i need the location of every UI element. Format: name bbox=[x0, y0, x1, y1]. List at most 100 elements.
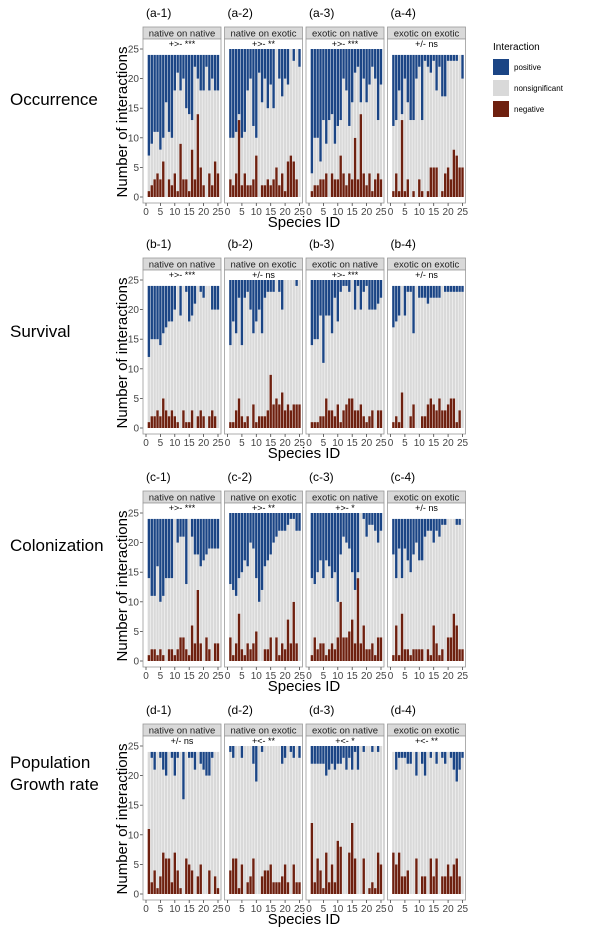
facet-strip-label: native on exotic bbox=[230, 726, 296, 737]
bar-nonsignificant bbox=[330, 333, 334, 411]
bar-nonsignificant bbox=[359, 309, 363, 405]
bar-nonsignificant bbox=[353, 751, 357, 859]
bar-nonsignificant bbox=[272, 108, 275, 180]
bar-positive bbox=[188, 751, 191, 758]
bar-nonsignificant bbox=[429, 72, 433, 168]
significance-label: +>- *** bbox=[169, 270, 196, 280]
plot-area bbox=[387, 269, 466, 435]
x-tick-label: 0 bbox=[388, 904, 394, 915]
row-2: Colonization Number of interactions051015… bbox=[10, 470, 468, 695]
bar-positive bbox=[429, 751, 433, 758]
bar-negative bbox=[310, 422, 314, 428]
bar-nonsignificant bbox=[362, 751, 365, 859]
bar-nonsignificant bbox=[368, 524, 371, 650]
bar-negative bbox=[196, 416, 200, 428]
bar-negative bbox=[420, 416, 424, 428]
bar-negative bbox=[162, 852, 165, 894]
x-tick-label: 15 bbox=[184, 438, 196, 449]
bar-nonsignificant bbox=[412, 120, 415, 192]
bar-positive bbox=[243, 49, 246, 132]
bar-positive bbox=[164, 285, 168, 328]
panel-a-4: (a-4) exotic on exotic+/- ns 0 5 10 15 20 25 bbox=[387, 6, 468, 218]
bar-negative bbox=[269, 864, 272, 894]
bar-nonsignificant bbox=[286, 84, 290, 162]
bar-nonsignificant bbox=[432, 542, 435, 626]
bar-nonsignificant bbox=[255, 137, 258, 156]
x-axis-title: Species ID bbox=[268, 214, 341, 231]
bar-positive bbox=[333, 49, 337, 144]
bar-positive bbox=[392, 54, 395, 126]
bar-nonsignificant bbox=[208, 90, 211, 174]
bar-negative bbox=[392, 422, 395, 428]
bar-negative bbox=[458, 876, 461, 894]
bar-positive bbox=[173, 751, 176, 776]
bar-negative bbox=[283, 649, 287, 661]
bar-nonsignificant bbox=[249, 78, 252, 186]
bar-negative bbox=[196, 876, 200, 894]
y-tick-label: 15 bbox=[128, 335, 140, 346]
bar-positive bbox=[409, 285, 412, 292]
y-tick-label: 5 bbox=[133, 860, 139, 871]
bar-negative bbox=[190, 870, 194, 894]
bar-positive bbox=[353, 746, 357, 752]
bar-nonsignificant bbox=[283, 78, 287, 192]
bar-negative bbox=[458, 410, 461, 428]
bar-nonsignificant bbox=[232, 589, 235, 656]
bar-nonsignificant bbox=[446, 291, 450, 405]
bar-negative bbox=[330, 864, 334, 894]
bar-positive bbox=[310, 280, 314, 346]
bar-negative bbox=[289, 643, 293, 661]
x-tick-label: 5 bbox=[402, 438, 408, 449]
bar-positive bbox=[368, 280, 371, 310]
bar-nonsignificant bbox=[289, 280, 293, 411]
bar-positive bbox=[289, 746, 293, 752]
bar-negative bbox=[420, 191, 424, 197]
bar-positive bbox=[211, 751, 214, 758]
bar-negative bbox=[232, 422, 235, 428]
bar-positive bbox=[237, 513, 241, 579]
bar-positive bbox=[153, 518, 156, 596]
bar-nonsignificant bbox=[325, 315, 328, 399]
bar-negative bbox=[205, 637, 208, 661]
bar-negative bbox=[243, 655, 246, 661]
bar-negative bbox=[359, 114, 363, 197]
bar-positive bbox=[359, 280, 363, 310]
bar-negative bbox=[452, 149, 456, 197]
bar-nonsignificant bbox=[310, 345, 314, 423]
bar-negative bbox=[426, 191, 430, 197]
panel-id: (a-3) bbox=[309, 6, 334, 20]
bar-negative bbox=[237, 120, 241, 197]
bar-negative bbox=[213, 643, 217, 661]
x-tick-label: 10 bbox=[332, 671, 344, 682]
bar-nonsignificant bbox=[336, 321, 339, 405]
bar-positive bbox=[255, 746, 258, 782]
y-axis-title: Number of interactions bbox=[114, 47, 131, 198]
bar-negative bbox=[333, 416, 337, 428]
bar-nonsignificant bbox=[446, 751, 450, 865]
y-tick-label: 15 bbox=[128, 568, 140, 579]
bar-nonsignificant bbox=[232, 321, 235, 423]
bar-positive bbox=[167, 285, 171, 322]
bar-negative bbox=[199, 167, 202, 197]
bar-negative bbox=[246, 185, 249, 197]
bar-negative bbox=[353, 137, 357, 197]
x-tick-label: 10 bbox=[332, 904, 344, 915]
bar-nonsignificant bbox=[313, 137, 316, 186]
bar-positive bbox=[458, 285, 461, 292]
bar-nonsignificant bbox=[150, 757, 153, 883]
bar-negative bbox=[173, 655, 176, 661]
bar-nonsignificant bbox=[229, 137, 232, 180]
facet-strip-label: native on exotic bbox=[230, 493, 296, 504]
bar-negative bbox=[444, 410, 447, 428]
bar-negative bbox=[400, 392, 404, 428]
bar-negative bbox=[156, 888, 159, 894]
bar-nonsignificant bbox=[345, 542, 348, 638]
bar-nonsignificant bbox=[322, 120, 325, 180]
bar-nonsignificant bbox=[162, 595, 165, 656]
bar-nonsignificant bbox=[420, 560, 424, 650]
bar-nonsignificant bbox=[255, 321, 258, 423]
bar-nonsignificant bbox=[199, 291, 202, 411]
bar-nonsignificant bbox=[316, 572, 319, 650]
bar-negative bbox=[446, 404, 450, 428]
y-tick-label: 15 bbox=[128, 104, 140, 115]
